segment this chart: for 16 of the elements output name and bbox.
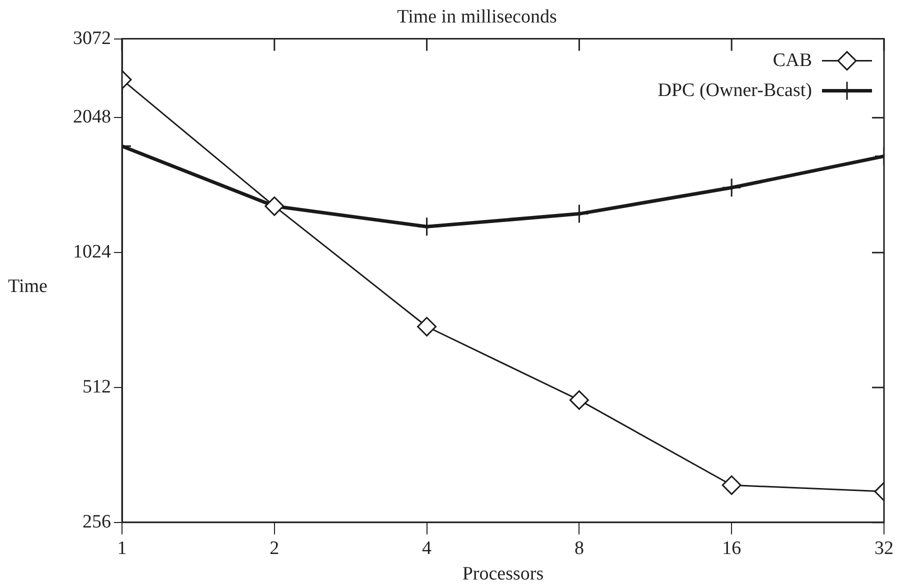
legend-label: CAB (772, 50, 812, 71)
y-tick-label: 512 (82, 376, 111, 398)
y-tick-label: 2048 (73, 106, 111, 128)
y-tick-label: 3072 (73, 28, 111, 49)
x-axis-title: Processors (462, 564, 544, 585)
x-tick-label: 16 (722, 538, 742, 559)
x-tick-label: 2 (270, 538, 280, 559)
legend-label: DPC (Owner-Bcast) (658, 80, 812, 101)
y-tick-label: 1024 (73, 242, 112, 263)
x-tick-label: 8 (574, 538, 584, 559)
chart-title: Time in milliseconds (397, 6, 557, 28)
x-tick-label: 32 (874, 538, 894, 559)
x-tick-label: 1 (117, 538, 127, 559)
y-axis-title: Time (8, 276, 48, 298)
y-tick-label: 256 (82, 511, 111, 532)
x-tick-label: 4 (422, 538, 432, 559)
